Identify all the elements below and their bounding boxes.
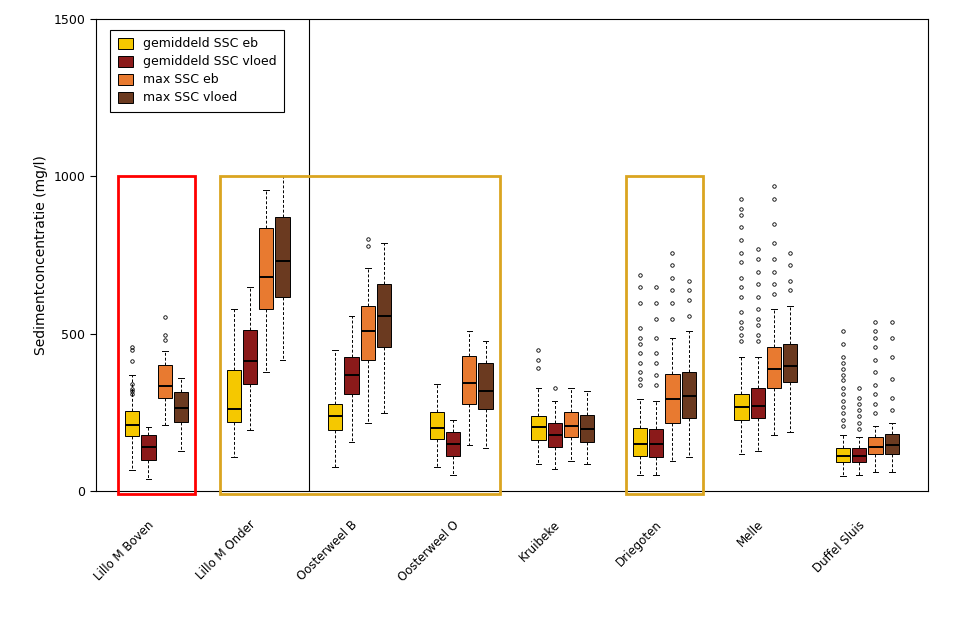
Bar [243,330,257,384]
Bar [430,412,444,440]
Bar [276,217,290,297]
Text: Driegoten: Driegoten [613,518,664,569]
Bar [446,432,460,456]
Bar [564,412,578,437]
Y-axis label: Sedimentconcentratie (mg/l): Sedimentconcentratie (mg/l) [33,155,48,355]
Text: Melle: Melle [734,518,766,549]
Bar [345,357,359,394]
Bar [328,404,343,430]
Text: Oosterweel O: Oosterweel O [395,518,461,584]
Bar [884,434,899,454]
Legend: gemiddeld SSC eb, gemiddeld SSC vloed, max SSC eb, max SSC vloed: gemiddeld SSC eb, gemiddeld SSC vloed, m… [110,30,284,112]
Bar [734,394,748,420]
Bar [649,429,663,457]
Bar [835,448,850,462]
Text: Kruibeke: Kruibeke [517,518,563,564]
Bar [142,435,156,460]
Text: Lillo M Boven: Lillo M Boven [92,518,157,583]
Bar [361,306,375,360]
Bar [783,344,797,382]
Bar [118,176,195,494]
Bar [767,347,781,388]
Bar [531,416,545,440]
Bar [219,176,500,494]
Bar [681,372,696,418]
Bar [580,415,594,442]
Bar [547,423,562,447]
Bar [259,229,274,309]
Bar [125,411,140,436]
Bar [462,356,477,404]
Bar [478,363,493,409]
Bar [665,374,679,423]
Bar [750,388,765,418]
Text: Oosterweel B: Oosterweel B [295,518,360,583]
Text: Duffel Sluis: Duffel Sluis [811,518,867,575]
Bar [174,392,189,422]
Bar [868,437,882,454]
Bar [158,365,172,399]
Bar [633,428,647,456]
Text: Lillo M Onder: Lillo M Onder [194,518,258,582]
Bar [377,284,391,346]
Bar [852,448,866,462]
Bar [626,176,702,494]
Bar [227,370,241,422]
